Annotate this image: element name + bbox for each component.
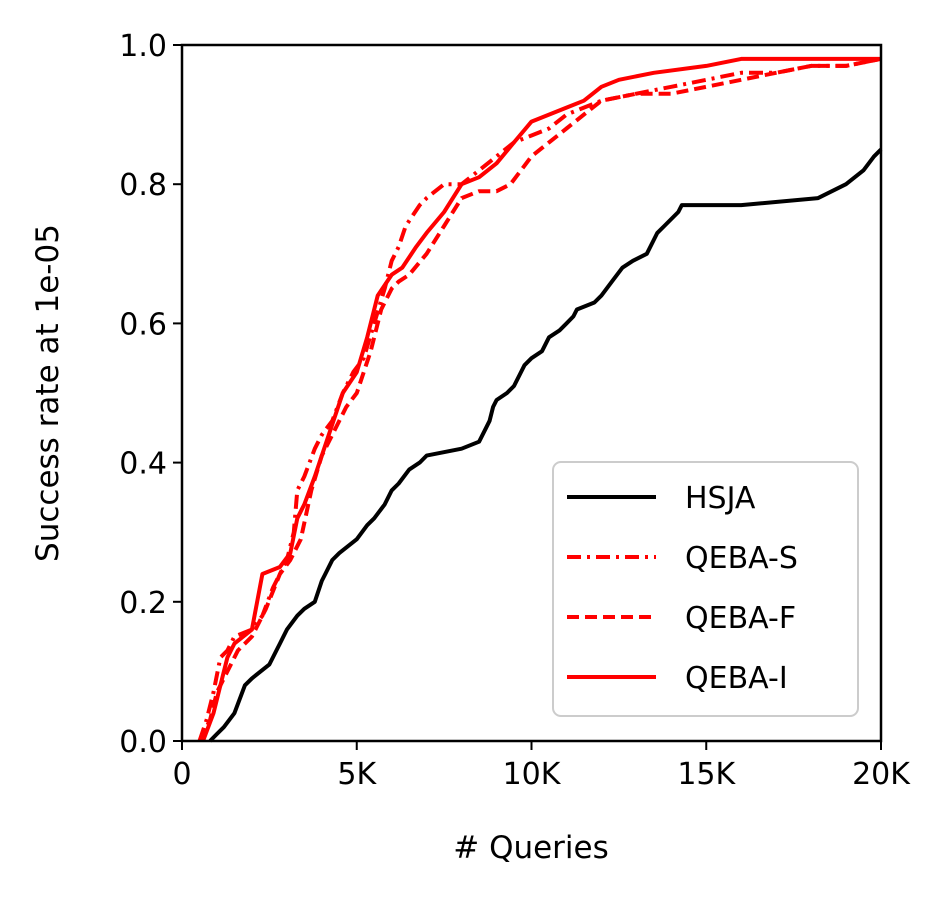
y-axis-ticks: 0.0 0.2 0.4 0.6 0.8 1.0	[119, 29, 182, 760]
legend: HSJA QEBA-S QEBA-F QEBA-I	[552, 461, 859, 717]
y-tick-label: 0.4	[119, 447, 167, 482]
y-tick-label: 0.8	[119, 168, 167, 203]
legend-label-hsja: HSJA	[685, 481, 756, 516]
x-tick-label: 15K	[677, 757, 736, 792]
x-tick-label: 10K	[503, 757, 562, 792]
legend-label-qeba-f: QEBA-F	[685, 601, 796, 636]
x-tick-label: 5K	[337, 757, 377, 792]
series-line-qeba-f	[197, 56, 882, 742]
y-tick-label: 0.6	[119, 307, 167, 342]
series-line-hsja	[208, 147, 883, 743]
x-axis-label: # Queries	[453, 830, 609, 866]
x-tick-label: 20K	[852, 757, 911, 792]
x-axis-ticks: 0 5K 10K 15K 20K	[172, 741, 911, 792]
y-tick-label: 1.0	[119, 29, 167, 64]
y-tick-label: 0.0	[119, 725, 167, 760]
legend-box	[552, 461, 859, 717]
y-tick-label: 0.2	[119, 586, 167, 621]
series-layer	[197, 56, 883, 743]
legend-label-qeba-s: QEBA-S	[685, 541, 798, 576]
series-line-qeba-i	[201, 56, 881, 742]
legend-label-qeba-i: QEBA-I	[685, 661, 788, 696]
y-axis-label: Success rate at 1e-05	[30, 224, 66, 562]
x-tick-label: 0	[172, 757, 191, 792]
